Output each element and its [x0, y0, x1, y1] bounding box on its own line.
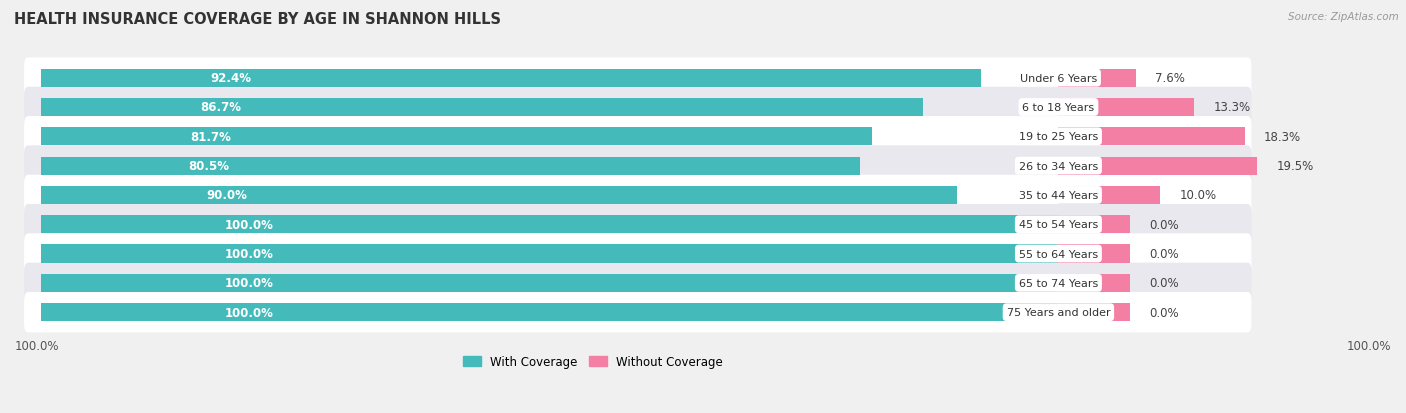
Bar — [41, 245, 1059, 263]
Text: 0.0%: 0.0% — [1150, 306, 1180, 319]
Text: 6 to 18 Years: 6 to 18 Years — [1022, 103, 1094, 113]
Text: 65 to 74 Years: 65 to 74 Years — [1019, 278, 1098, 288]
Bar — [41, 69, 981, 88]
FancyBboxPatch shape — [24, 146, 1251, 186]
Text: 35 to 44 Years: 35 to 44 Years — [1019, 190, 1098, 200]
Bar — [41, 304, 1059, 321]
FancyBboxPatch shape — [24, 234, 1251, 274]
FancyBboxPatch shape — [24, 88, 1251, 128]
Text: 45 to 54 Years: 45 to 54 Years — [1019, 220, 1098, 230]
FancyBboxPatch shape — [24, 204, 1251, 245]
Text: 100.0%: 100.0% — [224, 247, 273, 261]
Text: Under 6 Years: Under 6 Years — [1019, 74, 1097, 83]
FancyBboxPatch shape — [24, 175, 1251, 216]
Text: 80.5%: 80.5% — [188, 160, 229, 173]
Bar — [1059, 99, 1194, 117]
Bar — [1059, 216, 1130, 234]
Text: 100.0%: 100.0% — [224, 306, 273, 319]
Text: 55 to 64 Years: 55 to 64 Years — [1019, 249, 1098, 259]
Text: 75 Years and older: 75 Years and older — [1007, 307, 1111, 318]
Text: 100.0%: 100.0% — [224, 277, 273, 290]
Bar — [1059, 245, 1130, 263]
Bar — [1059, 157, 1257, 175]
FancyBboxPatch shape — [24, 263, 1251, 304]
Bar — [1059, 69, 1136, 88]
Text: 100.0%: 100.0% — [1347, 339, 1391, 352]
Text: 18.3%: 18.3% — [1264, 131, 1302, 143]
Bar — [41, 216, 1059, 234]
Bar — [41, 99, 924, 117]
Text: 81.7%: 81.7% — [191, 131, 232, 143]
Bar — [41, 274, 1059, 292]
Text: 7.6%: 7.6% — [1156, 72, 1185, 85]
Text: 86.7%: 86.7% — [200, 101, 240, 114]
Legend: With Coverage, Without Coverage: With Coverage, Without Coverage — [458, 351, 728, 373]
Text: 10.0%: 10.0% — [1180, 189, 1216, 202]
Bar — [1059, 304, 1130, 321]
Text: 13.3%: 13.3% — [1213, 101, 1250, 114]
Text: 0.0%: 0.0% — [1150, 218, 1180, 231]
FancyBboxPatch shape — [24, 117, 1251, 157]
FancyBboxPatch shape — [24, 58, 1251, 99]
Bar — [41, 157, 860, 175]
Text: 100.0%: 100.0% — [224, 218, 273, 231]
Text: 92.4%: 92.4% — [211, 72, 252, 85]
Text: 0.0%: 0.0% — [1150, 247, 1180, 261]
FancyBboxPatch shape — [24, 292, 1251, 332]
Text: 26 to 34 Years: 26 to 34 Years — [1019, 161, 1098, 171]
Text: 0.0%: 0.0% — [1150, 277, 1180, 290]
Bar — [1059, 274, 1130, 292]
Text: 19.5%: 19.5% — [1277, 160, 1313, 173]
Text: 90.0%: 90.0% — [205, 189, 247, 202]
Text: Source: ZipAtlas.com: Source: ZipAtlas.com — [1288, 12, 1399, 22]
Bar — [41, 186, 956, 204]
Bar — [41, 128, 872, 146]
Bar — [1059, 186, 1160, 204]
Text: HEALTH INSURANCE COVERAGE BY AGE IN SHANNON HILLS: HEALTH INSURANCE COVERAGE BY AGE IN SHAN… — [14, 12, 501, 27]
Text: 19 to 25 Years: 19 to 25 Years — [1019, 132, 1098, 142]
Text: 100.0%: 100.0% — [15, 339, 59, 352]
Bar — [1059, 128, 1244, 146]
